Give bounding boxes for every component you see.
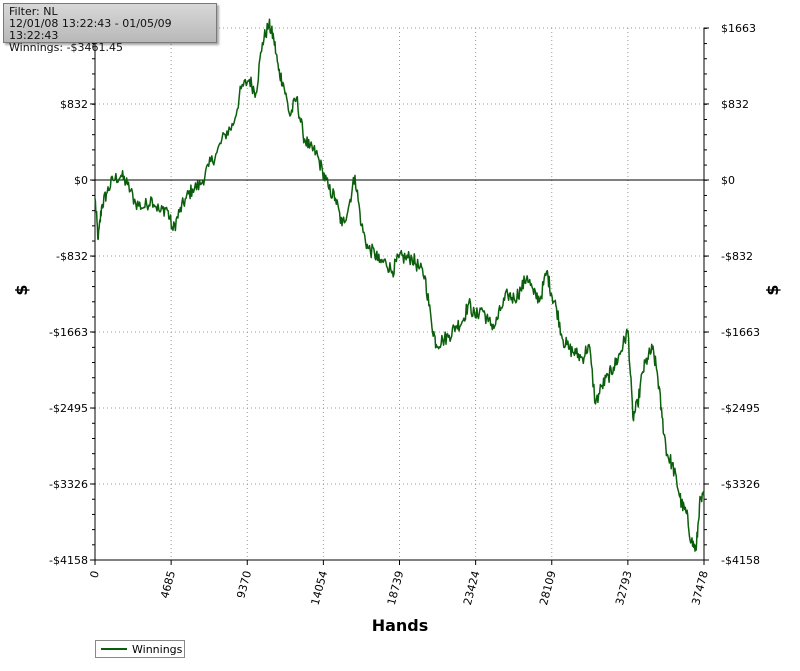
grid — [95, 27, 704, 561]
series-line-winnings — [94, 18, 705, 552]
y-tick-label-left: $832 — [60, 98, 88, 111]
y-tick-label-right: -$4158 — [721, 554, 760, 567]
legend-swatch — [101, 648, 127, 650]
legend-label: Winnings — [132, 642, 183, 656]
x-axis-title: Hands — [372, 616, 429, 635]
y-tick-label-right: -$1663 — [721, 326, 760, 339]
info-box: Filter: NL 12/01/08 13:22:43 - 01/05/09 … — [3, 3, 217, 54]
date-range-text: 12/01/08 13:22:43 - 01/05/09 13:22:43 — [9, 17, 172, 42]
tick-labels: 0 4685 9370 14054 18739 23424 28109 32793 37478 $… — [49, 22, 760, 607]
y-tick-label-right: $0 — [721, 174, 735, 187]
y-tick-label-left: -$4158 — [49, 554, 88, 567]
legend: Winnings — [95, 640, 185, 658]
axes — [90, 27, 709, 565]
y-axis-title-right: $ — [763, 284, 782, 295]
x-tick-label: 18739 — [385, 569, 407, 606]
x-tick-label: 9370 — [234, 569, 254, 599]
x-tick-label: 4685 — [158, 569, 178, 599]
y-tick-label-right: $832 — [721, 98, 749, 111]
y-tick-label-left: -$832 — [56, 250, 88, 263]
y-tick-label-right: $1663 — [721, 22, 756, 35]
y-axis-title-left: $ — [12, 284, 31, 295]
y-tick-label-right: -$832 — [721, 250, 753, 263]
y-tick-label-left: $0 — [74, 174, 88, 187]
y-tick-label-left: -$3326 — [49, 478, 88, 491]
x-tick-label: 23424 — [461, 569, 483, 606]
y-tick-label-right: -$2495 — [721, 402, 760, 415]
winnings-total-text: Winnings: -$3461.45 — [9, 41, 124, 54]
x-tick-label: 32793 — [613, 569, 635, 606]
x-tick-label: 14054 — [309, 569, 331, 606]
y-tick-label-left: -$2495 — [49, 402, 88, 415]
y-tick-label-right: -$3326 — [721, 478, 760, 491]
x-tick-label: 0 — [88, 569, 102, 579]
x-tick-label: 37478 — [689, 569, 711, 606]
series-layer — [94, 18, 705, 552]
y-tick-label-left: -$1663 — [49, 326, 88, 339]
filter-text: Filter: NL — [9, 5, 58, 18]
x-tick-label: 28109 — [537, 569, 559, 606]
